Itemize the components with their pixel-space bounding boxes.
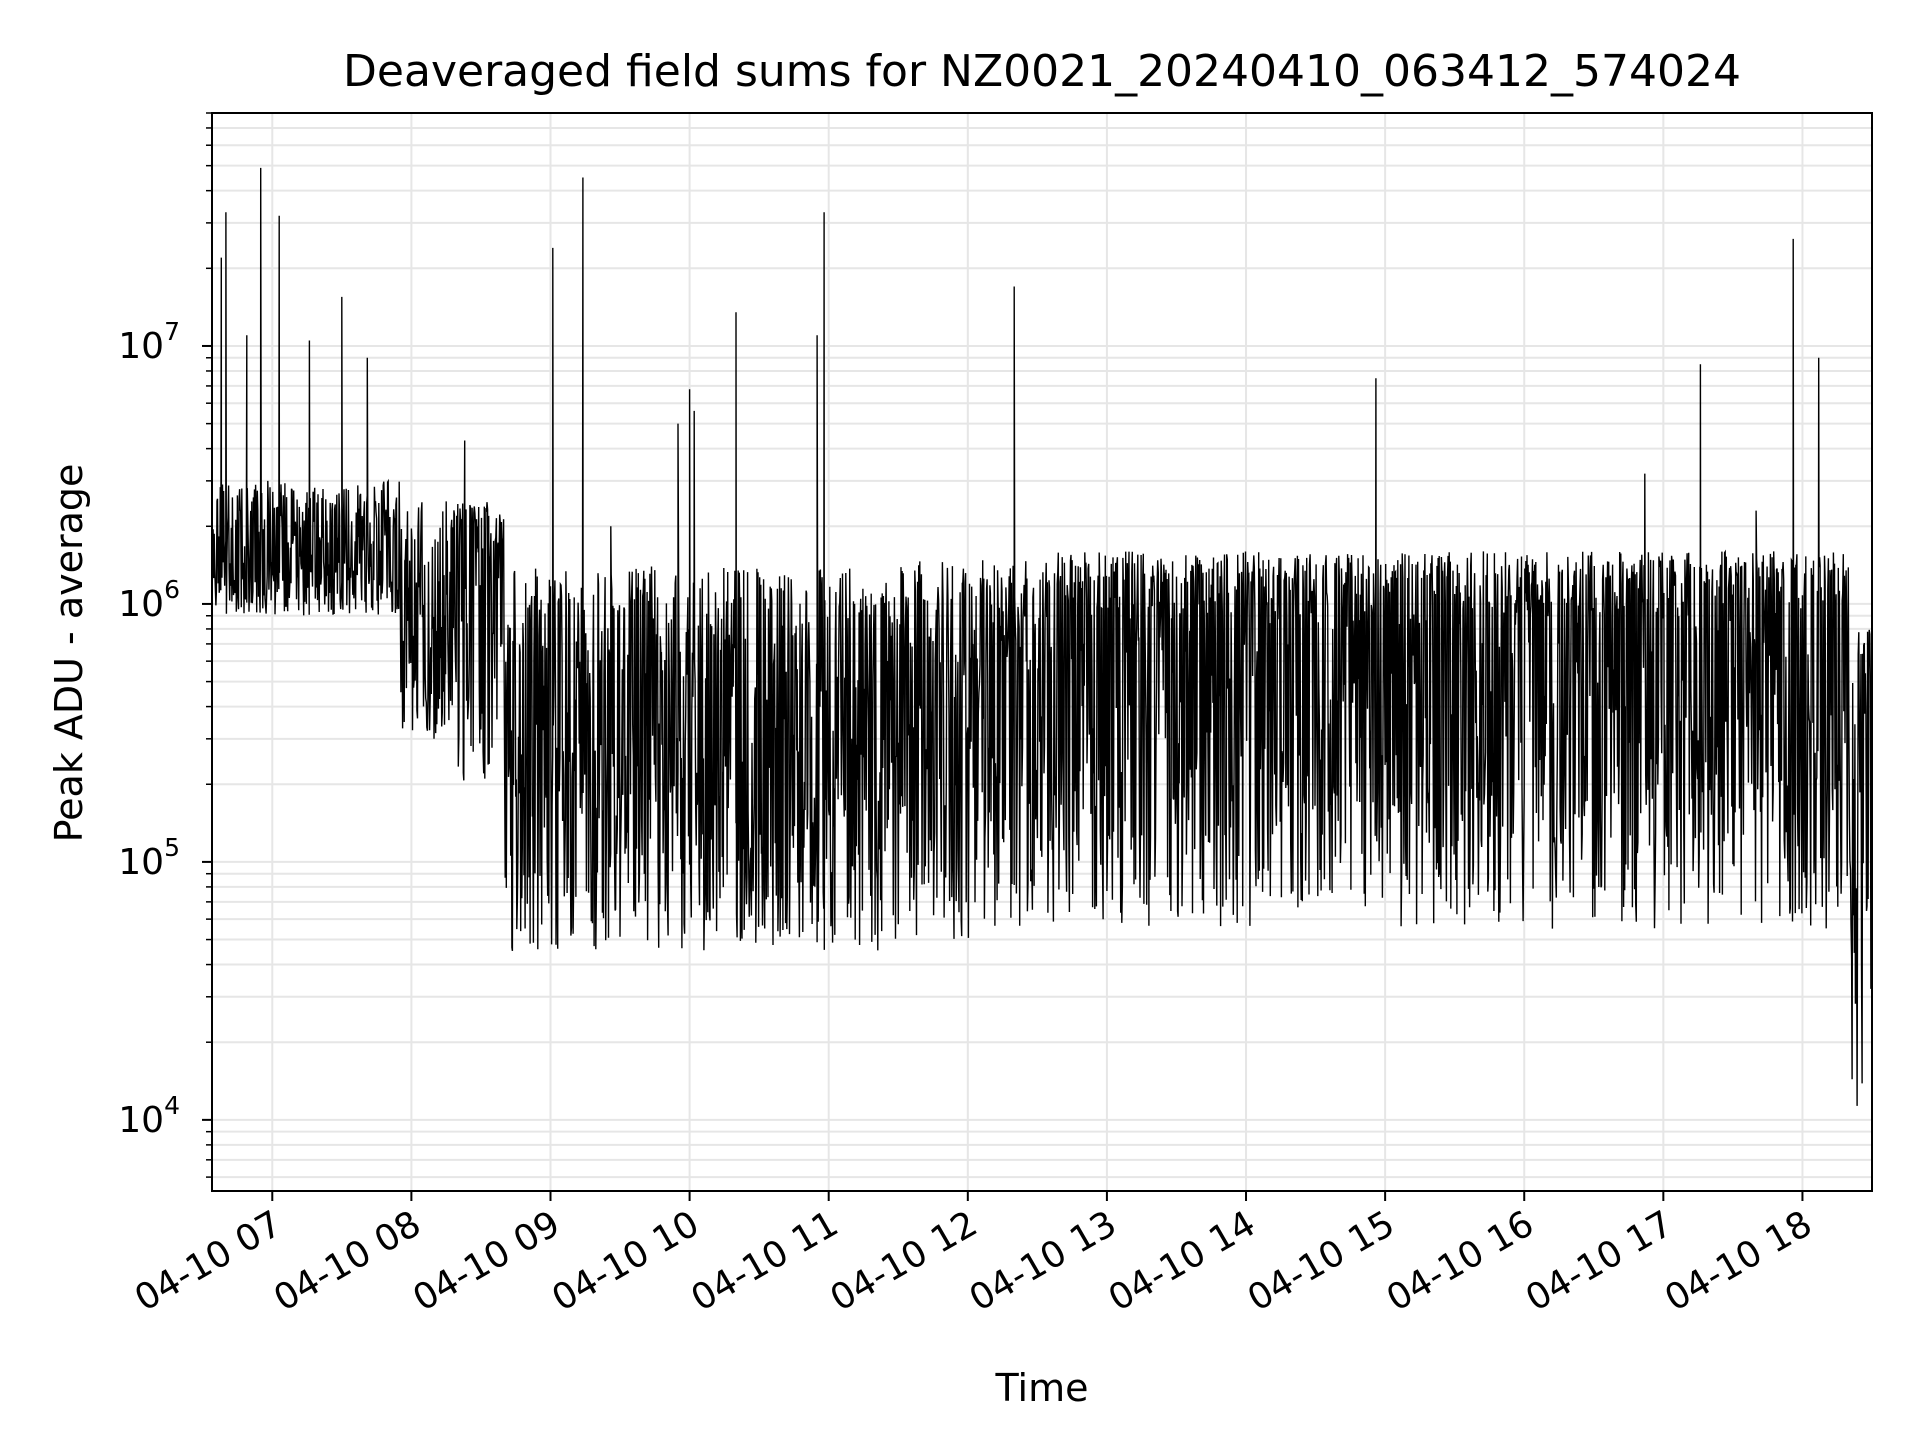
plot-frame [211,112,1873,1192]
y-tick-label: 107 [118,317,180,367]
y-tick-label: 106 [118,575,180,625]
x-axis-label: Time [995,1366,1089,1410]
chart-title: Deaveraged field sums for NZ0021_2024041… [343,46,1741,97]
series-line [211,167,1873,1106]
y-axis-label: Peak ADU - average [47,464,91,843]
y-axis: 104 105 106 107 [118,112,212,1178]
series-line-group [211,167,1873,1106]
y-tick-label: 105 [118,833,180,883]
y-tick-label: 104 [118,1091,180,1141]
